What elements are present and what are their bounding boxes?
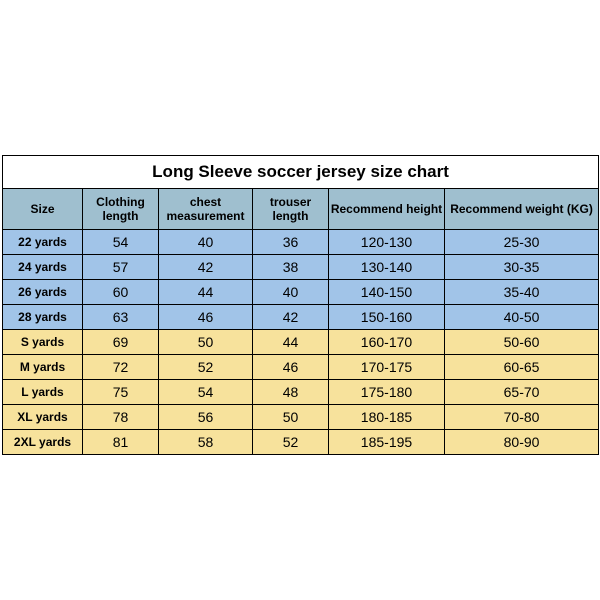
table-body: 22 yards544036120-13025-3024 yards574238… bbox=[3, 230, 599, 455]
data-cell: 50-60 bbox=[445, 330, 599, 355]
col-header: Recommend height bbox=[329, 189, 445, 230]
data-cell: 35-40 bbox=[445, 280, 599, 305]
data-cell: 78 bbox=[83, 405, 159, 430]
size-chart-table: Long Sleeve soccer jersey size chart Siz… bbox=[2, 155, 599, 455]
data-cell: 63 bbox=[83, 305, 159, 330]
data-cell: 46 bbox=[253, 355, 329, 380]
data-cell: 30-35 bbox=[445, 255, 599, 280]
col-header: Recommend weight (KG) bbox=[445, 189, 599, 230]
size-cell: L yards bbox=[3, 380, 83, 405]
data-cell: 40 bbox=[253, 280, 329, 305]
data-cell: 72 bbox=[83, 355, 159, 380]
data-cell: 46 bbox=[159, 305, 253, 330]
data-cell: 40-50 bbox=[445, 305, 599, 330]
data-cell: 160-170 bbox=[329, 330, 445, 355]
data-cell: 70-80 bbox=[445, 405, 599, 430]
data-cell: 80-90 bbox=[445, 430, 599, 455]
data-cell: 56 bbox=[159, 405, 253, 430]
data-cell: 175-180 bbox=[329, 380, 445, 405]
data-cell: 180-185 bbox=[329, 405, 445, 430]
size-cell: 2XL yards bbox=[3, 430, 83, 455]
table-row: 22 yards544036120-13025-30 bbox=[3, 230, 599, 255]
data-cell: 52 bbox=[159, 355, 253, 380]
size-cell: 22 yards bbox=[3, 230, 83, 255]
table-row: 26 yards604440140-15035-40 bbox=[3, 280, 599, 305]
header-row: SizeClothing lengthchest measurementtrou… bbox=[3, 189, 599, 230]
table-row: S yards695044160-17050-60 bbox=[3, 330, 599, 355]
data-cell: 50 bbox=[159, 330, 253, 355]
table-row: 28 yards634642150-16040-50 bbox=[3, 305, 599, 330]
data-cell: 44 bbox=[159, 280, 253, 305]
data-cell: 130-140 bbox=[329, 255, 445, 280]
data-cell: 36 bbox=[253, 230, 329, 255]
data-cell: 52 bbox=[253, 430, 329, 455]
data-cell: 54 bbox=[83, 230, 159, 255]
table-row: M yards725246170-17560-65 bbox=[3, 355, 599, 380]
col-header: Size bbox=[3, 189, 83, 230]
data-cell: 140-150 bbox=[329, 280, 445, 305]
data-cell: 54 bbox=[159, 380, 253, 405]
data-cell: 48 bbox=[253, 380, 329, 405]
data-cell: 170-175 bbox=[329, 355, 445, 380]
table-row: 2XL yards815852185-19580-90 bbox=[3, 430, 599, 455]
title-row: Long Sleeve soccer jersey size chart bbox=[3, 156, 599, 189]
data-cell: 120-130 bbox=[329, 230, 445, 255]
size-cell: 26 yards bbox=[3, 280, 83, 305]
data-cell: 38 bbox=[253, 255, 329, 280]
data-cell: 58 bbox=[159, 430, 253, 455]
data-cell: 40 bbox=[159, 230, 253, 255]
size-cell: 24 yards bbox=[3, 255, 83, 280]
data-cell: 42 bbox=[159, 255, 253, 280]
data-cell: 57 bbox=[83, 255, 159, 280]
data-cell: 60 bbox=[83, 280, 159, 305]
size-cell: 28 yards bbox=[3, 305, 83, 330]
size-cell: M yards bbox=[3, 355, 83, 380]
chart-title: Long Sleeve soccer jersey size chart bbox=[3, 156, 599, 189]
data-cell: 150-160 bbox=[329, 305, 445, 330]
size-cell: S yards bbox=[3, 330, 83, 355]
data-cell: 81 bbox=[83, 430, 159, 455]
data-cell: 25-30 bbox=[445, 230, 599, 255]
data-cell: 65-70 bbox=[445, 380, 599, 405]
data-cell: 69 bbox=[83, 330, 159, 355]
table-row: XL yards785650180-18570-80 bbox=[3, 405, 599, 430]
data-cell: 44 bbox=[253, 330, 329, 355]
data-cell: 42 bbox=[253, 305, 329, 330]
table-row: L yards755448175-18065-70 bbox=[3, 380, 599, 405]
col-header: trouser length bbox=[253, 189, 329, 230]
col-header: Clothing length bbox=[83, 189, 159, 230]
data-cell: 75 bbox=[83, 380, 159, 405]
size-cell: XL yards bbox=[3, 405, 83, 430]
data-cell: 185-195 bbox=[329, 430, 445, 455]
col-header: chest measurement bbox=[159, 189, 253, 230]
data-cell: 50 bbox=[253, 405, 329, 430]
data-cell: 60-65 bbox=[445, 355, 599, 380]
table-row: 24 yards574238130-14030-35 bbox=[3, 255, 599, 280]
